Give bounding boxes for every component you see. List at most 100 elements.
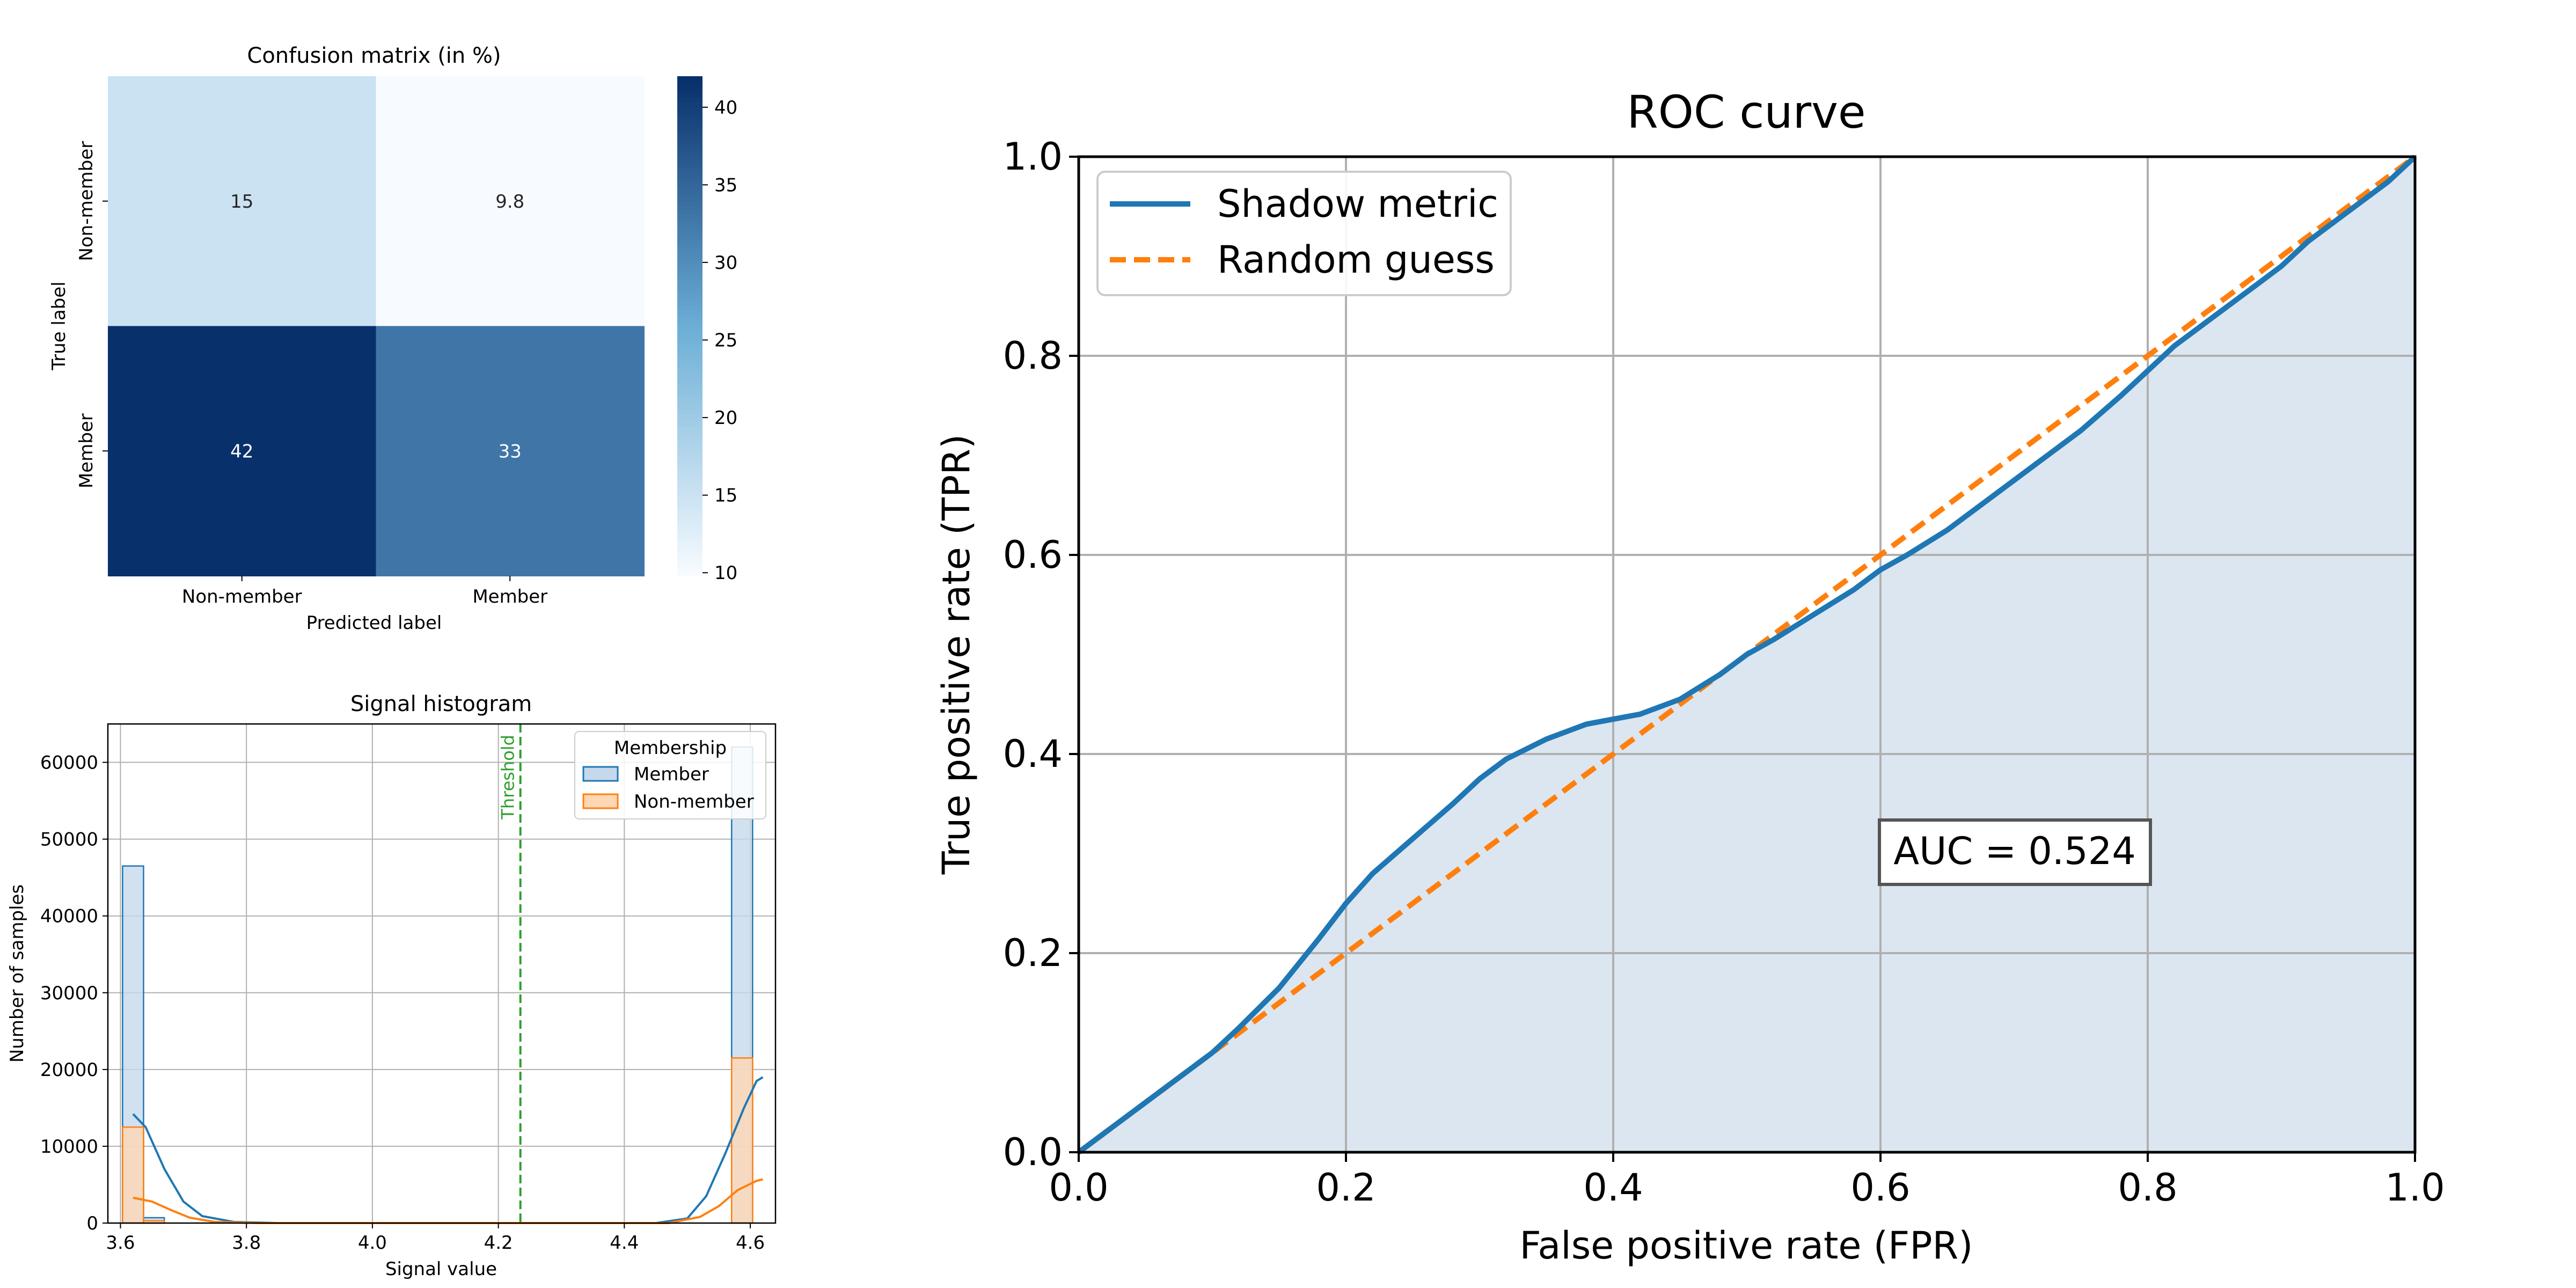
cm-cell-value: 9.8 xyxy=(495,191,524,213)
cm-colorbar-step xyxy=(677,492,702,497)
cm-colorbar-tick-label: 25 xyxy=(714,330,737,352)
cm-colorbar-step xyxy=(677,321,702,327)
confusion-matrix-chart: Confusion matrix (in %) 15 9.8 42 33 Non-me… xyxy=(48,43,737,634)
cm-colorbar-step xyxy=(677,484,702,489)
cm-colorbar-step xyxy=(677,371,702,377)
roc-auc-annotation: AUC = 0.524 xyxy=(1878,818,2152,886)
cm-colorbar-step xyxy=(677,155,702,160)
cm-colorbar-step xyxy=(677,272,702,277)
cm-colorbar-step xyxy=(677,480,702,485)
cm-cell-value: 15 xyxy=(230,191,253,213)
cm-colorbar-tick-label: 20 xyxy=(714,407,737,429)
cm-colorbar-step xyxy=(677,475,702,481)
hist-xtick-label: 4.6 xyxy=(736,1232,765,1254)
roc-auc-text: AUC = 0.524 xyxy=(1893,829,2136,873)
hist-title: Signal histogram xyxy=(350,692,532,716)
cm-colorbar-tick-label: 30 xyxy=(714,252,737,274)
cm-colorbar-step xyxy=(677,438,702,443)
cm-colorbar-step xyxy=(677,264,702,268)
cm-colorbar-step xyxy=(677,572,702,576)
cm-colorbar-step xyxy=(677,355,702,360)
cm-colorbar-step xyxy=(677,551,702,556)
cm-colorbar-step xyxy=(677,251,702,256)
hist-ytick-label: 30000 xyxy=(40,983,98,1004)
cm-colorbar-step xyxy=(677,101,702,106)
hist-threshold: Threshold xyxy=(498,724,522,1223)
hist-ytick-label: 60000 xyxy=(40,752,98,774)
roc-xtick-label: 0.2 xyxy=(1316,1166,1375,1210)
cm-colorbar-step xyxy=(677,172,702,177)
cm-colorbar-step xyxy=(677,488,702,493)
cm-cell xyxy=(108,326,377,576)
hist-legend: Membership Member Non-member xyxy=(574,731,766,819)
roc-legend-box xyxy=(1096,171,1512,296)
cm-colorbar-step xyxy=(677,143,702,148)
roc-ylabel: True positive rate (TPR) xyxy=(934,434,978,875)
cm-colorbar-step xyxy=(677,122,702,127)
hist-ticks: 3.6 3.8 4.0 4.2 4.4 4.6 0 10000 20000 30000 40000 5… xyxy=(40,752,765,1254)
hist-frame xyxy=(107,723,777,1224)
cm-colorbar-step xyxy=(677,301,702,306)
hist-xtick-label: 3.8 xyxy=(232,1232,261,1254)
roc-auc-box xyxy=(1878,818,2152,886)
cm-title: Confusion matrix (in %) xyxy=(247,43,501,68)
cm-ticks: Non-member Member Non-member Member xyxy=(76,141,547,608)
cm-colorbar-step xyxy=(677,342,702,348)
cm-colorbar-step xyxy=(677,109,702,114)
roc-ytick-label: 0.0 xyxy=(1003,1130,1063,1174)
hist-ytick-label: 10000 xyxy=(40,1136,98,1158)
cm-colorbar-step xyxy=(677,209,702,215)
cm-cell xyxy=(108,76,377,327)
roc-xlabel: False positive rate (FPR) xyxy=(1520,1224,1973,1268)
cm-colorbar-step xyxy=(677,205,702,210)
cm-colorbar-step xyxy=(677,326,702,331)
cm-colorbar-step xyxy=(677,188,702,194)
cm-colorbar-step xyxy=(677,530,702,535)
cm-colorbar-step xyxy=(677,447,702,452)
cm-colorbar-step xyxy=(677,459,702,464)
hist-legend-label-nonmember: Non-member xyxy=(634,791,754,813)
hist-xtick-label: 4.0 xyxy=(358,1232,387,1254)
cm-colorbar-step xyxy=(677,214,702,218)
cm-xtick-label: Non-member xyxy=(182,586,302,608)
cm-colorbar-step xyxy=(677,305,702,310)
cm-colorbar-step xyxy=(677,238,702,244)
cm-colorbar-step xyxy=(677,418,702,422)
cm-colorbar-step xyxy=(677,167,702,173)
hist-legend-swatch-nonmember xyxy=(582,793,619,809)
cm-colorbar-step xyxy=(677,138,702,144)
histogram-chart: Signal histogram Threshold 3.6 3.8 4.0 4.2 4… xyxy=(6,692,777,1280)
hist-ytick-label: 20000 xyxy=(40,1059,98,1081)
cm-colorbar-step xyxy=(677,563,702,568)
cm-colorbar-step xyxy=(677,368,702,372)
cm-colorbar-step xyxy=(677,351,702,356)
hist-legend-title: Membership xyxy=(614,737,727,759)
roc-frame xyxy=(1077,155,2417,1154)
cm-colorbar-step xyxy=(677,501,702,506)
cm-colorbar-step xyxy=(677,397,702,402)
roc-legend-label-random: Random guess xyxy=(1217,238,1495,282)
cm-colorbar-step xyxy=(677,276,702,281)
roc-ytick-label: 0.6 xyxy=(1003,533,1063,577)
cm-colorbar-step xyxy=(677,421,702,427)
cm-colorbar-tick-label: 15 xyxy=(714,485,737,507)
cm-colorbar-step xyxy=(677,430,702,435)
cm-cell-value: 42 xyxy=(230,441,253,462)
cm-colorbar-step xyxy=(677,517,702,523)
roc-ytick-label: 0.8 xyxy=(1003,334,1063,378)
cm-colorbar-step xyxy=(677,388,702,393)
roc-ticks: 0.0 0.2 0.4 0.6 0.8 1.0 0.0 0.2 0.4 0.6 0.8 1.0 xyxy=(1003,135,2445,1210)
cm-colorbar-step xyxy=(677,247,702,252)
cm-colorbar: 10 15 20 25 30 35 40 xyxy=(677,76,737,584)
roc-chart: ROC curve 0.0 0.2 0.4 0.6 0.8 1.0 0.0 0.2 0.4 0.6… xyxy=(934,86,2445,1268)
roc-ytick-label: 0.4 xyxy=(1003,732,1063,776)
cm-colorbar-step xyxy=(677,147,702,152)
cm-colorbar-step xyxy=(677,93,702,98)
cm-colorbar-step xyxy=(677,363,702,369)
roc-title: ROC curve xyxy=(1627,86,1865,138)
cm-colorbar-step xyxy=(677,105,702,111)
cm-colorbar-step xyxy=(677,196,702,202)
cm-colorbar-step xyxy=(677,113,702,119)
cm-colorbar-step xyxy=(677,297,702,302)
